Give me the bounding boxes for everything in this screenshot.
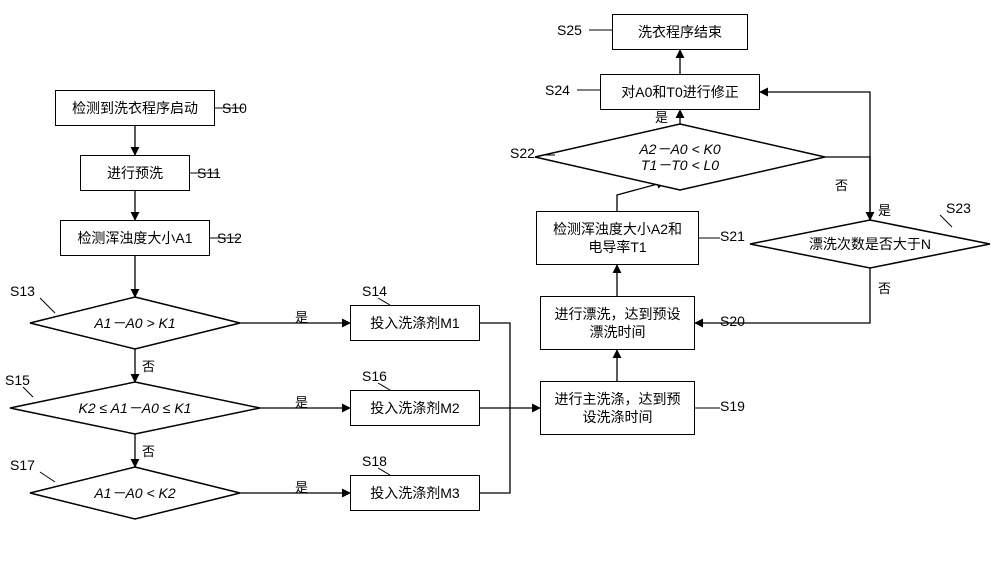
edge-label-e17y: 是: [295, 477, 308, 496]
step-label-s12: S12: [217, 230, 242, 246]
edge-label-e13y: 是: [295, 307, 308, 326]
step-label-s24: S24: [545, 82, 570, 98]
flow-node-n24: 对A0和T0进行修正: [600, 74, 760, 110]
edge-label-e13n: 否: [142, 356, 155, 375]
flow-node-n11: 进行预洗: [80, 155, 190, 191]
step-label-s15: S15: [5, 372, 30, 388]
flow-node-n20: 进行漂洗，达到预设漂洗时间: [540, 296, 695, 350]
flow-node-n18: 投入洗涤剂M3: [350, 475, 480, 511]
step-label-s20: S20: [720, 313, 745, 329]
flow-node-n15: K2 ≤ A1－A0 ≤ K1: [10, 382, 260, 434]
edge-label-e15y: 是: [295, 392, 308, 411]
step-label-s19: S19: [720, 398, 745, 414]
flow-node-n10: 检测到洗衣程序启动: [55, 90, 215, 126]
step-label-s16: S16: [362, 368, 387, 384]
step-label-s14: S14: [362, 283, 387, 299]
flow-node-n14: 投入洗涤剂M1: [350, 305, 480, 341]
step-label-s23: S23: [946, 200, 971, 216]
step-label-s11: S11: [197, 165, 221, 181]
step-label-s22: S22: [510, 145, 535, 161]
step-label-s18: S18: [362, 453, 387, 469]
edge-label-e15n: 否: [142, 441, 155, 460]
step-label-s17: S17: [10, 457, 35, 473]
flow-node-n21: 检测浑浊度大小A2和电导率T1: [536, 211, 699, 265]
step-label-s25: S25: [557, 22, 582, 38]
edge-label-e23y: 是: [878, 200, 891, 219]
flow-node-n12: 检测浑浊度大小A1: [60, 220, 210, 256]
flow-node-n23: 漂洗次数是否大于N: [750, 220, 990, 268]
flow-node-n17: A1－A0 < K2: [30, 467, 240, 519]
edge-label-e23n: 否: [878, 278, 891, 297]
flow-node-n25: 洗衣程序结束: [612, 14, 748, 50]
edge-label-e22n: 否: [835, 175, 848, 194]
step-label-s13: S13: [10, 283, 35, 299]
flow-node-n16: 投入洗涤剂M2: [350, 390, 480, 426]
step-label-s10: S10: [222, 100, 247, 116]
flow-node-n22: A2－A0 < K0T1－T0 < L0: [535, 124, 825, 190]
flow-node-n19: 进行主洗涤，达到预设洗涤时间: [540, 381, 695, 435]
step-label-s21: S21: [720, 228, 745, 244]
flow-node-n13: A1－A0 > K1: [30, 297, 240, 349]
edge-label-e22y: 是: [655, 107, 668, 126]
